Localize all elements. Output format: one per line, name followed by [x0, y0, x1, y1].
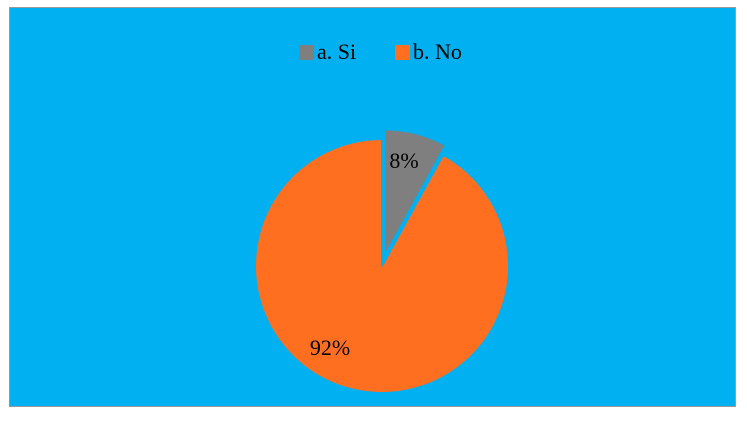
data-label-no: 92%: [310, 335, 350, 360]
data-label-si: 8%: [389, 148, 418, 173]
chart-frame: a. Si b. No 8% 92%: [9, 7, 736, 407]
legend-swatch-no: [395, 45, 410, 60]
pie-slice-si: [383, 128, 448, 257]
legend-label-no: b. No: [413, 39, 462, 64]
legend-swatch-si: [299, 45, 314, 60]
legend: a. Si b. No: [299, 39, 462, 64]
pie-slice-no: [254, 137, 510, 394]
pie-chart: a. Si b. No 8% 92%: [10, 8, 735, 406]
legend-label-si: a. Si: [317, 39, 356, 64]
